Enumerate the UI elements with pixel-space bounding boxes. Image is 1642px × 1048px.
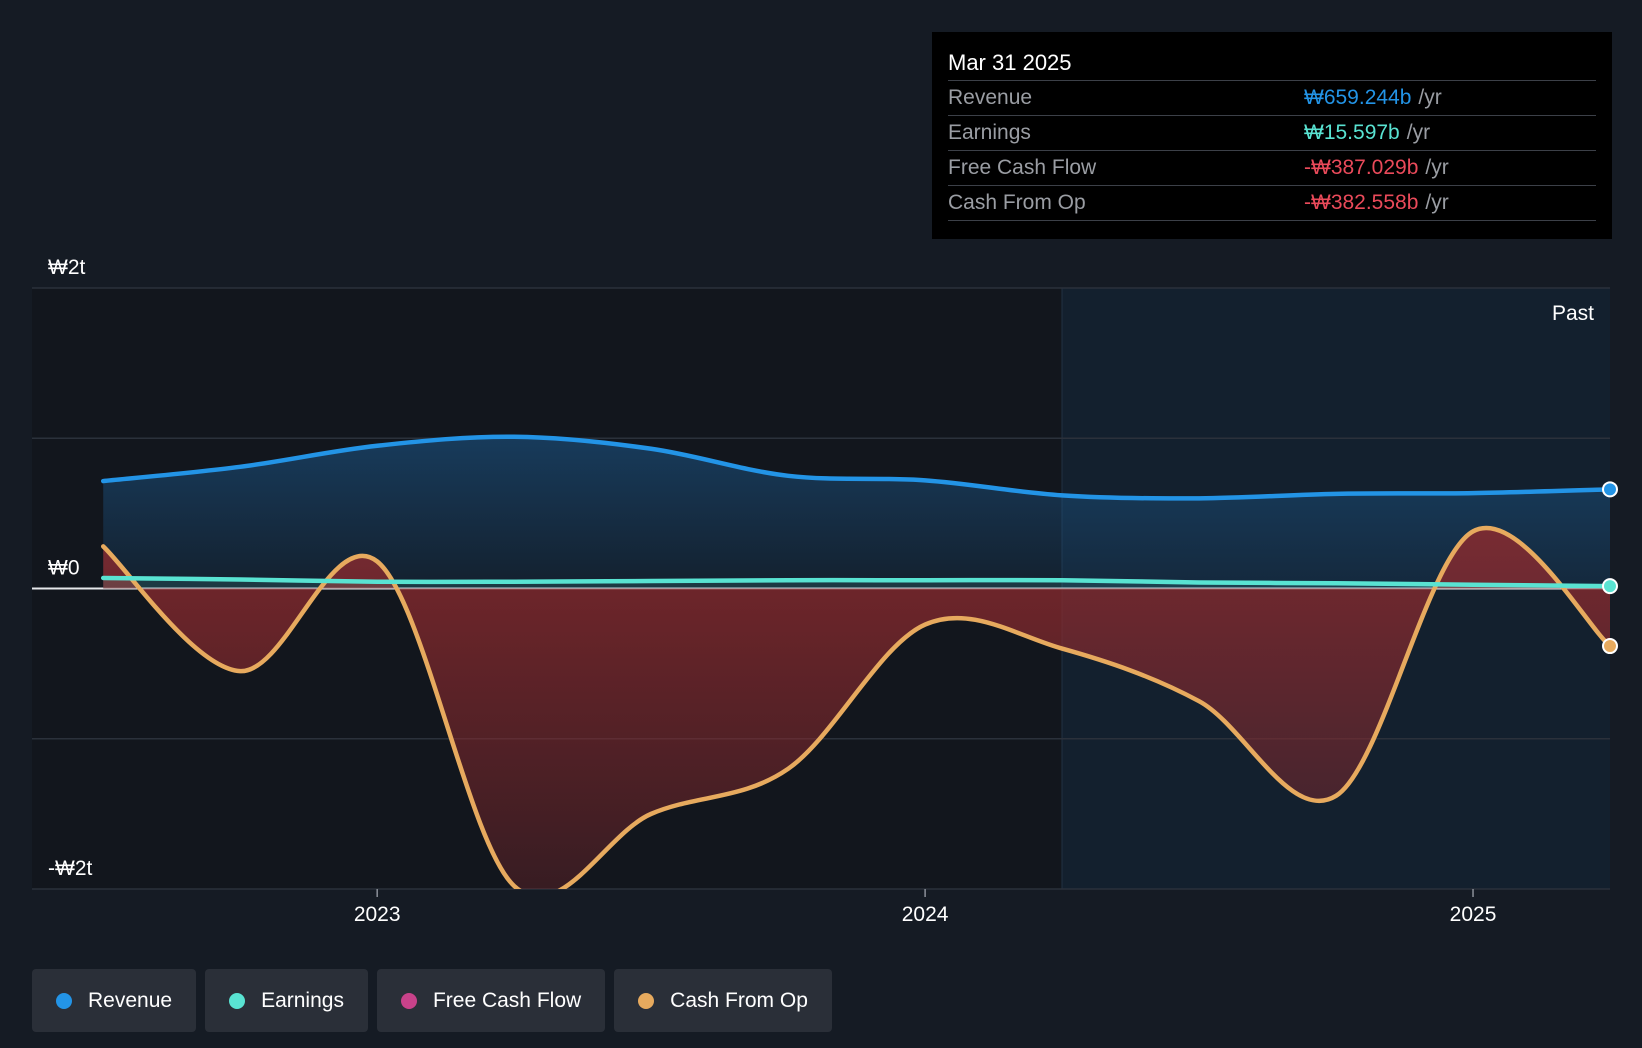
tooltip-date: Mar 31 2025 xyxy=(948,46,1596,81)
y-tick-label: -₩2t xyxy=(48,857,92,880)
legend-dot-icon xyxy=(400,992,417,1009)
y-axis-labels: ₩2t ₩0 -₩2t xyxy=(48,256,92,880)
series-areas xyxy=(103,436,1610,889)
legend-item-free-cash-flow[interactable]: Free Cash Flow xyxy=(376,969,606,1032)
revenue-area xyxy=(103,436,1610,589)
tooltip-label: Revenue xyxy=(948,86,1033,109)
legend-label: Earnings xyxy=(261,988,344,1012)
revenue-endpoint xyxy=(1602,481,1618,498)
x-tick-label: 2024 xyxy=(902,903,949,926)
legend-label: Revenue xyxy=(88,988,173,1012)
legend-item-cash-from-op[interactable]: Cash From Op xyxy=(614,969,832,1032)
x-axis: 2023 2024 2025 xyxy=(354,889,1497,926)
legend-label: Free Cash Flow xyxy=(432,988,582,1012)
earnings-area xyxy=(103,577,1610,589)
cash-from-op-endpoint xyxy=(1602,638,1618,655)
tooltip-value: -₩387.029b/yr xyxy=(1304,156,1449,179)
earnings-endpoint xyxy=(1602,578,1618,595)
past-label: Past xyxy=(1552,302,1594,325)
tooltip-row-revenue: Revenue ₩659.244b/yr xyxy=(948,81,1596,116)
legend-dot-icon xyxy=(229,992,246,1009)
tooltip-label: Cash From Op xyxy=(948,191,1086,214)
free-cash-flow-area xyxy=(103,528,1610,889)
legend-item-earnings[interactable]: Earnings xyxy=(205,969,368,1032)
x-tick-label: 2025 xyxy=(1450,903,1497,926)
y-tick-label: ₩2t xyxy=(48,256,86,279)
legend: Revenue Earnings Free Cash Flow Cash Fro… xyxy=(32,969,832,1032)
x-tick-label: 2023 xyxy=(354,903,401,926)
tooltip-label: Earnings xyxy=(948,121,1031,144)
tooltip-value: -₩382.558b/yr xyxy=(1304,191,1449,214)
revenue-line xyxy=(100,434,1610,501)
series-lines xyxy=(100,434,1610,889)
tooltip-row-earnings: Earnings ₩15.597b/yr xyxy=(948,116,1596,151)
earnings-line xyxy=(100,575,1610,589)
cash-from-op-line xyxy=(100,526,1610,889)
legend-label: Cash From Op xyxy=(670,988,808,1012)
tooltip-panel: Mar 31 2025 Revenue ₩659.244b/yr Earning… xyxy=(932,32,1612,239)
tooltip-label: Free Cash Flow xyxy=(948,156,1097,179)
y-tick-label: ₩0 xyxy=(48,557,80,580)
tooltip-row-cash-from-op: Cash From Op -₩382.558b/yr xyxy=(948,186,1596,221)
tooltip-value: ₩15.597b/yr xyxy=(1304,121,1431,144)
legend-dot-icon xyxy=(638,992,655,1009)
series-endpoints xyxy=(1602,481,1618,655)
legend-item-revenue[interactable]: Revenue xyxy=(32,969,197,1032)
tooltip-row-free-cash-flow: Free Cash Flow -₩387.029b/yr xyxy=(948,151,1596,186)
tooltip-value: ₩659.244b/yr xyxy=(1304,86,1442,109)
legend-dot-icon xyxy=(56,992,72,1009)
